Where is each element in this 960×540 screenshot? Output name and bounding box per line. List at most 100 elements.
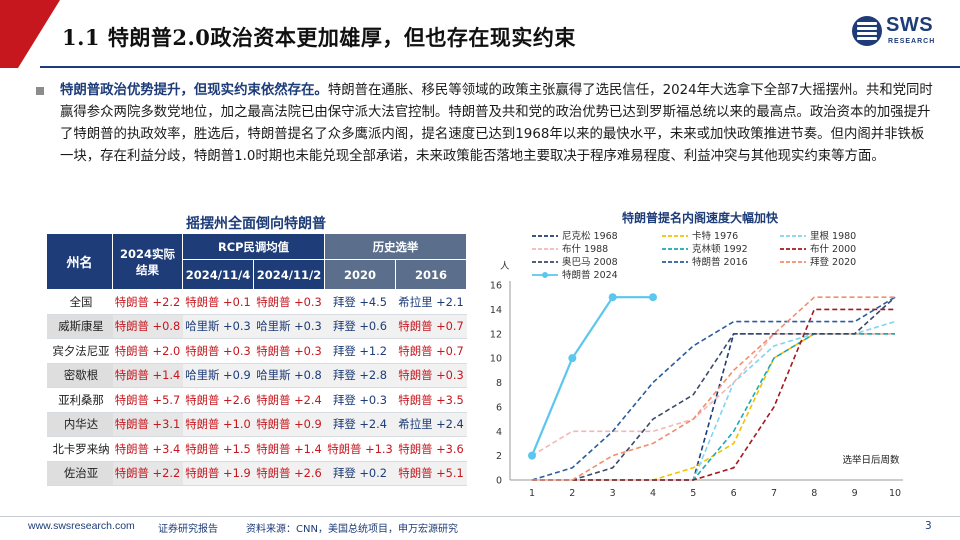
series-line-4 xyxy=(532,333,895,481)
header-bar: 1.1 特朗普2.0政治资本更加雄厚，但也存在现实约束 xyxy=(0,0,960,68)
legend-label: 奥巴马 2008 xyxy=(562,256,618,268)
cell-p2: 特朗普 +1.4 xyxy=(253,436,325,462)
nomination-chart: 特朗普提名内阁速度大幅加快 尼克松 1968 卡特 1976 里根 1980 布什 19… xyxy=(480,205,920,505)
logo-subtext: RESEARCH xyxy=(888,38,936,45)
cell-r2024: 特朗普 +2.0 xyxy=(112,338,183,364)
cell-h2016: 希拉里 +2.4 xyxy=(395,411,467,437)
header-hist-2: 2016 xyxy=(395,259,468,290)
cell-h2020: 拜登 +2.8 xyxy=(324,362,396,388)
x-tick-label: 2 xyxy=(569,488,575,499)
series-line-8 xyxy=(532,296,895,481)
header-rcp: RCP民调均值 xyxy=(181,233,326,260)
header-state: 州名 xyxy=(46,233,113,290)
x-tick-label: 9 xyxy=(852,488,858,499)
header-history: 历史选举 xyxy=(324,233,468,260)
header-accent-shape xyxy=(0,0,60,68)
cell-h2020: 特朗普 +1.3 xyxy=(324,436,396,462)
logo-mark-icon xyxy=(852,16,882,46)
cell-p1: 特朗普 +0.1 xyxy=(182,289,254,315)
cell-state: 宾夕法尼亚 xyxy=(46,338,113,364)
cell-state: 内华达 xyxy=(46,411,113,437)
y-tick-label: 8 xyxy=(496,378,502,389)
cell-h2020: 拜登 +0.6 xyxy=(324,313,396,339)
cell-p2: 特朗普 +0.9 xyxy=(253,411,325,437)
cell-h2016: 特朗普 +0.7 xyxy=(395,313,467,339)
cell-r2024: 特朗普 +3.4 xyxy=(112,436,183,462)
x-tick-label: 4 xyxy=(650,488,656,499)
y-tick-label: 6 xyxy=(496,402,502,413)
cell-p1: 哈里斯 +0.3 xyxy=(182,313,254,339)
summary-body: 特朗普在通胀、移民等领域的政策主张赢得了选民信任，2024年大选拿下全部7大摇摆… xyxy=(60,83,933,164)
page-number: 3 xyxy=(925,520,932,532)
cell-state: 威斯康星 xyxy=(46,313,113,339)
cell-h2020: 拜登 +1.2 xyxy=(324,338,396,364)
cell-p2: 特朗普 +2.6 xyxy=(253,460,325,486)
cell-p1: 特朗普 +1.5 xyxy=(182,436,254,462)
footer-url[interactable]: www.swsresearch.com xyxy=(28,520,135,532)
x-tick-label: 8 xyxy=(811,488,817,499)
cell-h2016: 特朗普 +0.7 xyxy=(395,338,467,364)
legend-label: 尼克松 1968 xyxy=(562,230,618,242)
series-point xyxy=(608,293,617,302)
x-tick-label: 10 xyxy=(889,488,901,499)
header-result-2024: 2024实际结果 xyxy=(112,233,183,290)
chart-title: 特朗普提名内阁速度大幅加快 xyxy=(622,210,779,225)
cell-state: 密歇根 xyxy=(46,362,113,388)
bullet-square-icon xyxy=(36,87,44,95)
table-row: 宾夕法尼亚 特朗普 +2.0 特朗普 +0.3 特朗普 +0.3 拜登 +1.2 特朗普 … xyxy=(46,338,467,364)
y-axis-label: 人 xyxy=(500,261,510,272)
cell-h2016: 希拉里 +2.1 xyxy=(395,289,467,315)
header-rcp-1: 2024/11/4 xyxy=(182,259,254,290)
cell-p1: 哈里斯 +0.9 xyxy=(182,362,254,388)
header-hist-1: 2020 xyxy=(324,259,397,290)
x-tick-label: 5 xyxy=(690,488,696,499)
series-line-6 xyxy=(532,296,896,481)
series-line-5 xyxy=(532,308,895,481)
cell-h2016: 特朗普 +3.5 xyxy=(395,387,467,413)
series-line-1 xyxy=(532,333,895,481)
cell-h2020: 拜登 +0.2 xyxy=(324,460,396,486)
table-row: 威斯康星 特朗普 +0.8 哈里斯 +0.3 哈里斯 +0.3 拜登 +0.6 特朗普 +… xyxy=(46,313,467,339)
table-title: 摇摆州全面倒向特朗普 xyxy=(186,216,326,232)
series-point xyxy=(568,354,577,363)
cell-r2024: 特朗普 +0.8 xyxy=(112,313,183,339)
legend-label: 布什 2000 xyxy=(810,243,856,255)
swing-state-table: 州名 2024实际结果 RCP民调均值 历史选举 2024/11/4 2024/… xyxy=(46,233,468,486)
y-tick-label: 14 xyxy=(490,305,502,316)
cell-r2024: 特朗普 +2.2 xyxy=(112,289,183,315)
y-tick-label: 4 xyxy=(496,427,502,438)
cell-state: 北卡罗来纳 xyxy=(46,436,113,462)
table-row: 内华达 特朗普 +3.1 特朗普 +1.0 特朗普 +0.9 拜登 +2.4 希拉里 +2… xyxy=(46,411,467,437)
legend-label: 卡特 1976 xyxy=(692,230,738,242)
cell-h2016: 特朗普 +3.6 xyxy=(395,436,467,462)
cell-p2: 哈里斯 +0.8 xyxy=(253,362,325,388)
cell-h2020: 拜登 +4.5 xyxy=(324,289,396,315)
footer-source: 资料来源：CNN，美国总统项目，申万宏源研究 xyxy=(246,524,458,535)
legend-label: 特朗普 2024 xyxy=(562,269,618,281)
cell-p1: 特朗普 +1.9 xyxy=(182,460,254,486)
series-line-3 xyxy=(531,333,895,457)
logo-text: SWS xyxy=(886,14,934,36)
series-line-7 xyxy=(531,296,896,481)
legend-label: 拜登 2020 xyxy=(810,257,856,268)
slide-title: 1.1 特朗普2.0政治资本更加雄厚，但也存在现实约束 xyxy=(62,25,576,50)
series-point xyxy=(528,451,536,460)
x-tick-label: 6 xyxy=(731,488,737,499)
cell-p2: 特朗普 +0.3 xyxy=(253,338,325,364)
header-rcp-2: 2024/11/2 xyxy=(252,259,326,290)
y-tick-label: 12 xyxy=(490,329,502,340)
table-row: 北卡罗来纳 特朗普 +3.4 特朗普 +1.5 特朗普 +1.4 特朗普 +1.3 特朗普… xyxy=(46,436,467,462)
legend-label: 里根 1980 xyxy=(810,230,856,242)
series-line-0 xyxy=(532,333,895,481)
cell-r2024: 特朗普 +5.7 xyxy=(112,387,183,413)
cell-h2016: 特朗普 +5.1 xyxy=(395,460,467,486)
y-tick-label: 10 xyxy=(490,354,502,365)
cell-p2: 特朗普 +0.3 xyxy=(253,289,325,315)
cell-p2: 特朗普 +2.4 xyxy=(253,387,325,413)
cell-p1: 特朗普 +1.0 xyxy=(182,411,254,437)
table-row: 密歇根 特朗普 +1.4 哈里斯 +0.9 哈里斯 +0.8 拜登 +2.8 特朗普 +0… xyxy=(46,362,467,388)
header-divider xyxy=(40,66,960,68)
cell-p2: 哈里斯 +0.3 xyxy=(253,313,325,339)
x-axis-label: 选举日后周数 xyxy=(842,454,900,466)
